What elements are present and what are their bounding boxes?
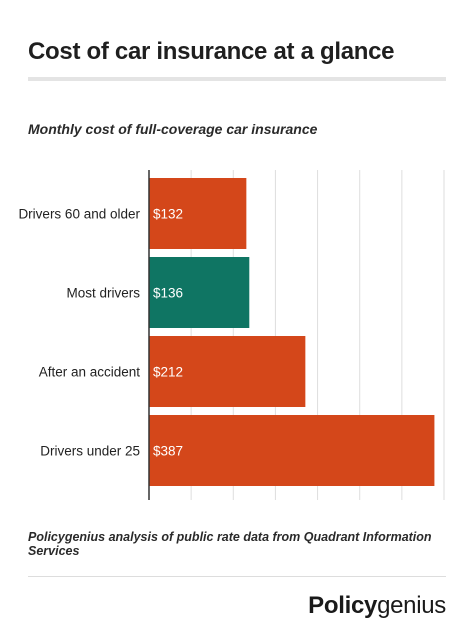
- brand-logo-part2: genius: [377, 592, 446, 619]
- source-note: Policygenius analysis of public rate dat…: [28, 530, 432, 558]
- category-label: After an accident: [39, 365, 141, 380]
- chart-subtitle: Monthly cost of full-coverage car insura…: [28, 121, 318, 137]
- value-label: $136: [153, 286, 183, 301]
- value-label: $387: [153, 444, 183, 459]
- bar-chart: Drivers 60 and older $132 Most drivers $136…: [18, 170, 445, 500]
- category-label: Most drivers: [66, 286, 140, 301]
- bar: [149, 415, 435, 486]
- title-divider: [28, 77, 446, 81]
- brand-logo-part1: Policy: [308, 592, 378, 619]
- value-label: $212: [153, 365, 183, 380]
- bar: [149, 178, 247, 249]
- page-title: Cost of car insurance at a glance: [28, 38, 395, 65]
- bar: [149, 336, 306, 407]
- category-label: Drivers 60 and older: [18, 207, 140, 222]
- value-label: $132: [153, 207, 183, 222]
- bar: [149, 257, 250, 328]
- category-label: Drivers under 25: [40, 444, 140, 459]
- brand-logo: Policygenius: [308, 592, 446, 620]
- footer-divider: [28, 576, 446, 577]
